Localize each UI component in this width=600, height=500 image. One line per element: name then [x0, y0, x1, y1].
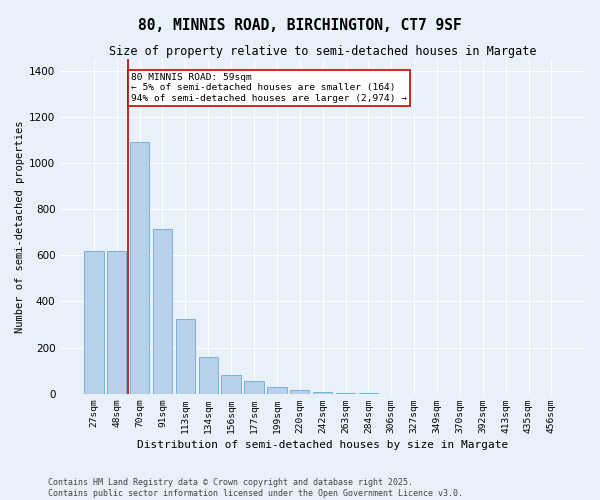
Bar	[199, 357, 218, 394]
Bar	[153, 228, 172, 394]
Bar	[290, 390, 310, 394]
Bar	[313, 392, 332, 394]
Bar	[221, 375, 241, 394]
Bar	[130, 142, 149, 394]
Bar	[107, 250, 127, 394]
Text: 80, MINNIS ROAD, BIRCHINGTON, CT7 9SF: 80, MINNIS ROAD, BIRCHINGTON, CT7 9SF	[138, 18, 462, 32]
Bar	[84, 250, 104, 394]
Title: Size of property relative to semi-detached houses in Margate: Size of property relative to semi-detach…	[109, 45, 536, 58]
Bar	[244, 381, 264, 394]
Bar	[336, 392, 355, 394]
X-axis label: Distribution of semi-detached houses by size in Margate: Distribution of semi-detached houses by …	[137, 440, 508, 450]
Y-axis label: Number of semi-detached properties: Number of semi-detached properties	[15, 120, 25, 332]
Text: 80 MINNIS ROAD: 59sqm
← 5% of semi-detached houses are smaller (164)
94% of semi: 80 MINNIS ROAD: 59sqm ← 5% of semi-detac…	[131, 73, 407, 103]
Bar	[176, 318, 195, 394]
Text: Contains HM Land Registry data © Crown copyright and database right 2025.
Contai: Contains HM Land Registry data © Crown c…	[48, 478, 463, 498]
Bar	[359, 393, 378, 394]
Bar	[267, 387, 287, 394]
